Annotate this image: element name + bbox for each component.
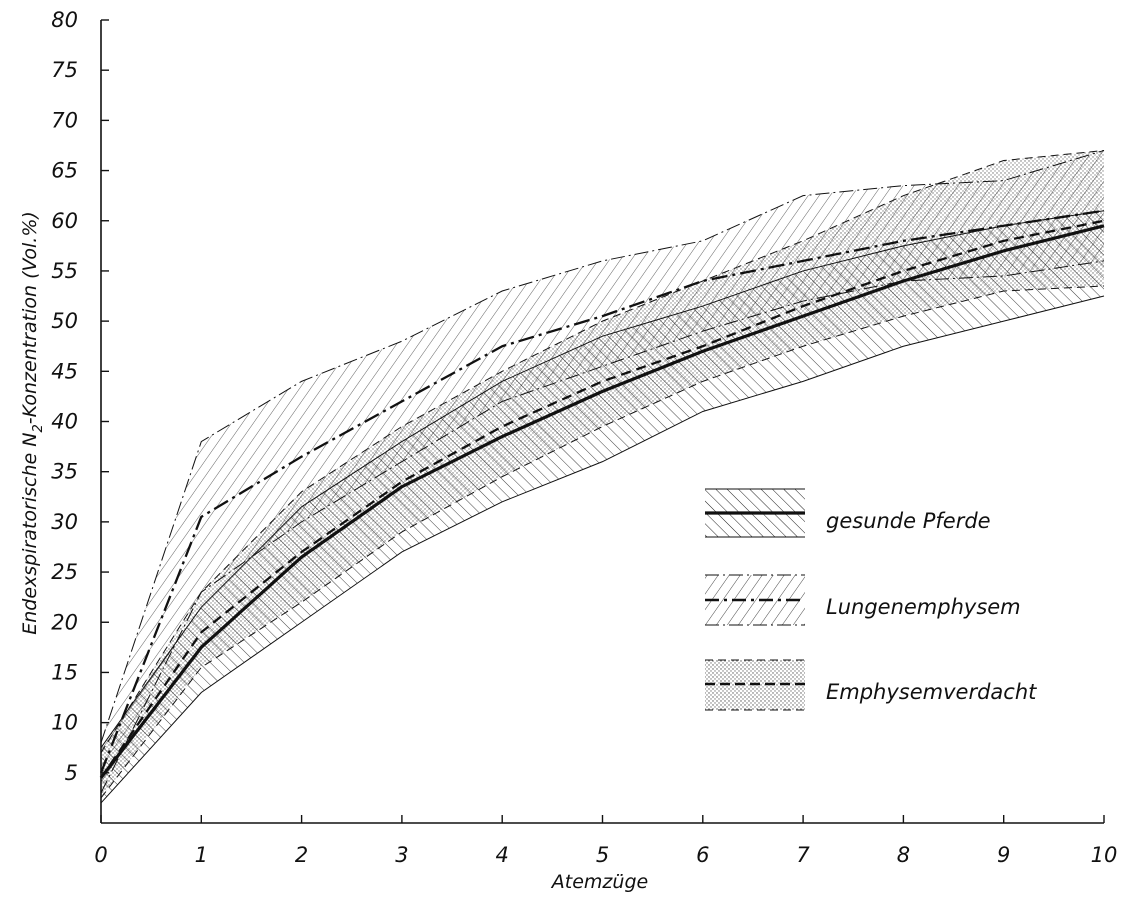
- x-tick-label: 8: [897, 843, 910, 867]
- legend: gesunde Pferde Lungenemphysem Emphysemve…: [705, 488, 1037, 711]
- series-bands: [100, 149, 1105, 804]
- y-tick-label: 60: [51, 209, 78, 233]
- x-axis-title: Atemzüge: [550, 871, 648, 893]
- x-tick-label: 9: [997, 843, 1010, 867]
- y-tick-label: 20: [51, 610, 78, 634]
- y-tick-label: 5: [65, 761, 78, 785]
- y-tick-label: 50: [51, 309, 78, 333]
- legend-item-emphysem: Lungenemphysem: [705, 574, 1021, 626]
- mean-line-verdacht: [100, 219, 1105, 779]
- band-edge-upper-gesunde: [100, 210, 1105, 749]
- y-tick-label: 15: [51, 660, 78, 684]
- series-lines: [99, 209, 1105, 779]
- y-tick-label: 55: [51, 259, 78, 283]
- band-edge-upper-emphysem: [100, 150, 1105, 743]
- mean-line-gesunde: [99, 224, 1105, 779]
- x-tick-label: 6: [696, 843, 709, 867]
- x-tick-label: 7: [796, 843, 810, 867]
- y-tick-label: 70: [51, 108, 78, 132]
- y-tick-label: 65: [51, 159, 78, 183]
- legend-label-verdacht: Emphysemverdacht: [826, 680, 1037, 704]
- x-tick-label: 0: [94, 843, 107, 867]
- x-tick-label: 5: [596, 843, 609, 867]
- y-tick-label: 40: [51, 410, 78, 434]
- y-tick-label: 35: [51, 460, 78, 484]
- band-gesunde: [101, 210, 1104, 803]
- y-tick-label: 45: [51, 359, 78, 383]
- band-emphysem: [101, 150, 1104, 793]
- legend-label-emphysem: Lungenemphysem: [826, 595, 1021, 619]
- y-tick-label: 30: [51, 510, 78, 534]
- x-tick-label: 2: [295, 843, 308, 867]
- legend-label-gesunde: gesunde Pferde: [826, 509, 991, 533]
- legend-item-gesunde: gesunde Pferde: [705, 488, 991, 538]
- x-tick-label: 3: [395, 843, 408, 867]
- y-axis-ticks: 5 10 15 20 25 30 35 40 45 50 55 60 65 70 75 80: [51, 8, 109, 785]
- x-tick-label: 10: [1091, 843, 1118, 867]
- x-axis-ticks: 0 1 2 3 4 5 6 7 8 9 10: [94, 815, 1117, 867]
- y-tick-label: 10: [51, 711, 78, 735]
- legend-item-verdacht: Emphysemverdacht: [705, 659, 1037, 711]
- x-tick-label: 1: [195, 843, 208, 867]
- x-tick-label: 4: [496, 843, 509, 867]
- mean-line-emphysem: [99, 209, 1105, 774]
- y-tick-label: 80: [51, 8, 78, 32]
- y-tick-label: 25: [51, 560, 78, 584]
- y-axis-title: Endexspiratorische N2-Konzentration (Vol…: [19, 211, 46, 635]
- y-tick-label: 75: [51, 58, 78, 82]
- band-edge-lower-gesunde: [100, 295, 1105, 804]
